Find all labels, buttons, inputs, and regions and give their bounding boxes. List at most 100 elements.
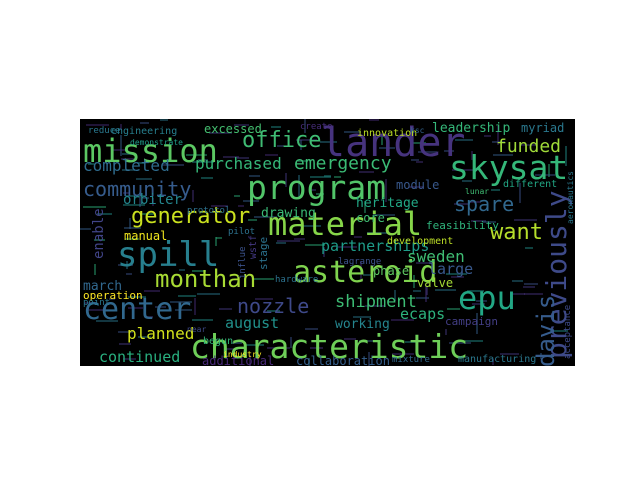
cloud-word: center: [83, 292, 191, 327]
cloud-word: ksc: [410, 126, 425, 135]
filler-mark: [519, 183, 521, 203]
cloud-word: shipment: [335, 292, 417, 312]
filler-mark: [209, 132, 232, 134]
filler-mark: [353, 316, 371, 318]
filler-mark: [484, 135, 491, 137]
filler-mark: [316, 193, 324, 195]
cloud-word: planned: [127, 324, 194, 343]
filler-mark: [170, 301, 192, 303]
cloud-word: influe: [238, 246, 248, 279]
filler-mark: [298, 175, 300, 198]
cloud-word: mixture: [392, 355, 430, 365]
filler-mark: [446, 273, 467, 275]
filler-mark: [277, 145, 284, 147]
cloud-word: program: [247, 168, 386, 207]
filler-mark: [304, 119, 306, 133]
filler-mark: [310, 347, 323, 349]
filler-mark: [120, 135, 122, 156]
filler-mark: [405, 341, 416, 343]
cloud-word: emergency: [294, 153, 392, 174]
filler-mark: [265, 154, 278, 156]
filler-mark: [368, 352, 370, 366]
filler-mark: [254, 216, 277, 218]
cloud-word: lagrange: [338, 257, 381, 267]
filler-mark: [175, 309, 192, 311]
filler-mark: [416, 297, 429, 299]
filler-mark: [126, 195, 145, 197]
filler-mark: [334, 176, 341, 178]
filler-mark: [94, 239, 105, 241]
cloud-word: begun: [203, 336, 233, 347]
cloud-word: additional: [202, 354, 274, 366]
filler-mark: [216, 237, 222, 239]
filler-mark: [86, 124, 109, 126]
cloud-word: completed: [83, 156, 170, 175]
filler-mark: [471, 220, 486, 222]
filler-mark: [385, 179, 387, 202]
filler-mark: [192, 161, 214, 163]
filler-mark: [109, 298, 115, 300]
filler-mark: [409, 186, 424, 188]
filler-mark: [245, 344, 264, 346]
filler-mark: [373, 214, 395, 216]
filler-mark: [465, 340, 483, 342]
filler-mark: [237, 157, 249, 159]
filler-mark: [445, 329, 447, 335]
filler-mark: [344, 131, 361, 133]
filler-mark: [84, 302, 97, 304]
cloud-word: previously: [540, 190, 573, 359]
cloud-word: funded: [496, 136, 561, 157]
filler-mark: [452, 169, 475, 171]
filler-mark: [514, 219, 537, 221]
filler-mark: [192, 319, 213, 321]
cloud-word: orbiter: [123, 192, 182, 208]
filler-mark: [425, 286, 427, 302]
filler-mark: [556, 253, 563, 255]
filler-mark: [276, 242, 286, 244]
filler-mark: [223, 156, 239, 158]
cloud-word: characteristic: [190, 327, 468, 366]
filler-mark: [145, 316, 153, 318]
filler-mark: [449, 342, 471, 344]
filler-mark: [524, 293, 543, 295]
cloud-word: material: [268, 205, 422, 243]
filler-mark: [179, 269, 185, 271]
filler-mark: [192, 270, 206, 272]
filler-mark: [121, 158, 137, 160]
cloud-word: ecaps: [400, 305, 445, 323]
cloud-word: protocol: [187, 206, 230, 216]
filler-mark: [300, 225, 321, 227]
filler-mark: [80, 228, 91, 230]
filler-mark: [451, 276, 464, 278]
cloud-word: enable: [91, 208, 107, 259]
filler-mark: [296, 139, 317, 141]
cloud-word: drawing: [261, 206, 316, 221]
filler-mark: [454, 203, 469, 205]
filler-mark: [565, 146, 567, 166]
filler-mark: [492, 141, 505, 143]
word-cloud: mission office lander skysat program communit…: [80, 119, 575, 366]
filler-mark: [492, 359, 494, 365]
filler-mark: [118, 264, 133, 266]
filler-mark: [444, 150, 454, 152]
filler-mark: [243, 200, 259, 202]
filler-mark: [391, 319, 414, 321]
cloud-word: spill: [117, 235, 219, 275]
filler-mark: [137, 162, 145, 164]
filler-mark: [360, 261, 362, 281]
cloud-word: valve: [417, 276, 453, 290]
filler-mark: [144, 290, 160, 292]
filler-mark: [418, 151, 437, 153]
filler-words: [80, 119, 568, 366]
filler-mark: [219, 308, 232, 310]
filler-mark: [471, 151, 473, 160]
filler-mark: [122, 153, 134, 155]
cloud-word: reduce: [88, 126, 121, 136]
cloud-word: asteroid: [293, 255, 438, 290]
filler-mark: [88, 309, 103, 311]
filler-mark: [83, 206, 106, 208]
filler-mark: [249, 175, 260, 177]
filler-mark: [363, 274, 371, 276]
